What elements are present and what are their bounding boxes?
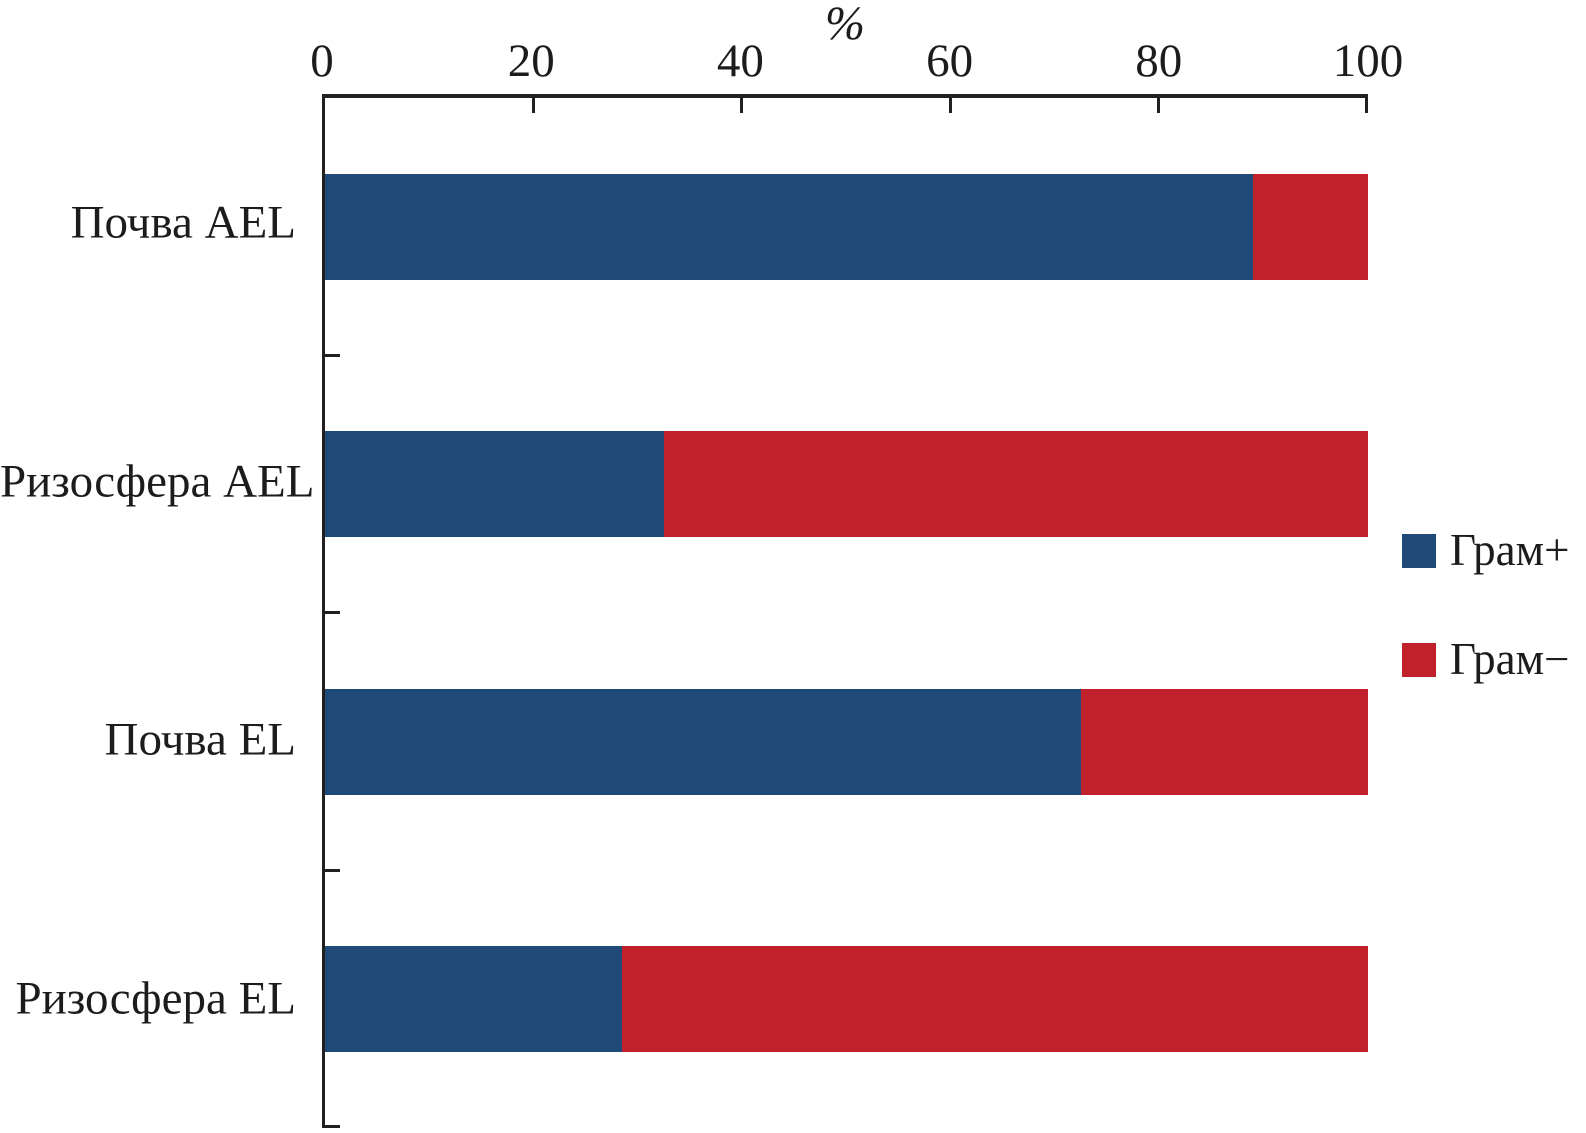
x-axis-tick-labels: 0 20 40 60 80 100	[310, 35, 1403, 90]
bar-segment-gram-negative	[663, 431, 1368, 538]
x-tick-label: 80	[1135, 35, 1183, 87]
legend-item-gram-positive: Грам+	[1402, 528, 1570, 573]
plot-area	[322, 94, 1368, 1128]
category-label: Ризосфера AEL	[0, 455, 315, 508]
x-tick-mark	[948, 98, 952, 113]
bar-row-4	[325, 946, 1368, 1053]
bar-row-1	[325, 173, 1368, 280]
legend-label-gram-positive: Грам+	[1450, 525, 1570, 575]
y-tick-mark	[325, 353, 340, 357]
bar-row-2	[325, 431, 1368, 538]
bar-segment-gram-positive	[325, 173, 1254, 280]
x-tick-label: 0	[310, 35, 334, 87]
x-tick-mark	[531, 98, 535, 113]
x-tick-label: 60	[926, 35, 974, 87]
bar-segment-gram-positive	[325, 946, 623, 1053]
x-tick-label: 20	[507, 35, 555, 87]
bar-segment-gram-positive	[325, 688, 1082, 795]
x-tick-mark	[1157, 98, 1161, 113]
bar-segment-gram-positive	[325, 431, 664, 538]
bar-segment-gram-negative	[1081, 688, 1368, 795]
x-tick-label: 40	[716, 35, 764, 87]
y-tick-mark	[325, 868, 340, 872]
category-label: Ризосфера EL	[15, 972, 296, 1025]
y-tick-mark	[325, 611, 340, 614]
bar-segment-gram-negative	[1253, 173, 1368, 280]
y-axis-category-labels: Почва AEL Ризосфера AEL Почва EL Ризосфера …	[0, 94, 315, 1128]
x-tick-mark	[740, 98, 744, 113]
gram-negative-swatch-icon	[1402, 642, 1436, 677]
x-tick-label: 100	[1332, 35, 1404, 87]
category-label: Почва EL	[104, 713, 296, 766]
bar-row-3	[325, 688, 1368, 795]
legend-item-gram-negative: Грам−	[1402, 637, 1570, 682]
bar-segment-gram-negative	[622, 946, 1368, 1053]
x-tick-mark	[1365, 98, 1368, 113]
legend-label-gram-negative: Грам−	[1450, 634, 1570, 684]
y-tick-mark	[325, 1125, 340, 1128]
gram-positive-swatch-icon	[1402, 533, 1436, 568]
category-label: Почва AEL	[70, 196, 296, 249]
legend: Грам+ Грам−	[1402, 528, 1570, 682]
x-axis-title: %	[825, 0, 865, 50]
